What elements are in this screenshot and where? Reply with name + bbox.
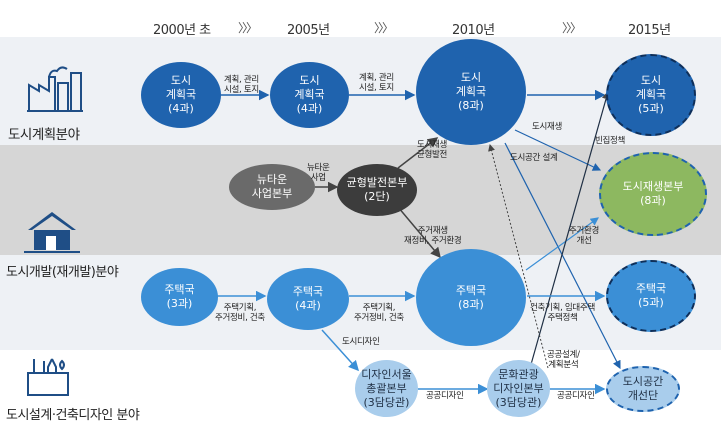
label-city-design: 도시디자인 [342, 337, 380, 347]
label-public-plan: 공공설계/계획분석 [547, 350, 580, 370]
factory-city-icon [27, 66, 83, 112]
node-culture-hq: 문화관광 디자인본부 (3담당관) [487, 360, 550, 417]
arrow-plan2010-urbanspace [504, 142, 621, 370]
label-housing-a: 주택기획, 주거정비, 건축 [215, 303, 265, 323]
node-housing2005: 주택국 (4과) [267, 268, 349, 330]
arrow-housing2010-regen [525, 217, 599, 271]
arrow-housing2005-design [321, 329, 360, 372]
node-housing2010: 주택국 (8과) [416, 249, 526, 346]
node-plan2010: 도시 계획국 (8과) [416, 39, 526, 145]
arrow-plan2010-regen [514, 129, 602, 171]
label-housing-env: 주거환경 개선 [569, 226, 600, 246]
field-label-planning: 도시계획분야 [8, 127, 80, 143]
node-regen2015: 도시재생본부 (8과) [599, 152, 707, 236]
separator-3: 〉〉〉 [562, 21, 582, 35]
field-label-design: 도시설계·건축디자인 분야 [6, 408, 140, 423]
label-regen-balance: 도시재생 균형발전 [417, 140, 448, 160]
arrow-culture-plan2015 [529, 90, 611, 369]
node-plan2015: 도시 계획국 (5과) [606, 54, 696, 136]
label-public-design-a: 공공디자인 [426, 391, 464, 401]
label-housing-regen: 주거재생 재정비, 주거환경 [404, 226, 462, 246]
label-plan-b: 계획, 관리 시설, 토지 [359, 73, 394, 93]
node-plan2005: 도시 계획국 (4과) [270, 62, 349, 128]
year-2015: 2015년 [628, 23, 671, 38]
arrow-balanced-plan2010 [397, 137, 439, 169]
house-icon [24, 212, 80, 253]
label-regen-to-2015: 도시재생 [532, 122, 563, 132]
node-design-hq: 디자인서울 총괄본부 (3담당관) [355, 360, 418, 417]
node-housing2000: 주택국 (3과) [141, 268, 218, 326]
field-label-development: 도시개발(재개발)분야 [6, 265, 119, 280]
node-urban-space: 도시공간 개선단 [606, 366, 680, 412]
separator-1: 〉〉〉 [238, 21, 258, 35]
separator-2: 〉〉〉 [374, 21, 394, 35]
label-public-design-b: 공공디자인 [557, 391, 595, 401]
design-tools-icon [27, 358, 69, 396]
housing-band [0, 255, 721, 350]
label-vacant-policy: 빈집정책 [595, 136, 626, 146]
node-balanced: 균형발전본부 (2단) [337, 164, 417, 216]
label-newtown-biz: 뉴타운 사업 [307, 163, 330, 183]
year-2000: 2000년 초 [153, 23, 211, 38]
arrow-balanced-housing2010 [397, 206, 441, 259]
label-plan-a: 계획, 관리 시설, 토지 [224, 75, 259, 95]
node-newtown: 뉴타운 사업본부 [229, 164, 315, 210]
node-plan2000: 도시 계획국 (4과) [141, 62, 221, 128]
label-construction: 건축기획, 임대주택 주택정책 [530, 303, 595, 323]
label-urban-space-design: 도시공간 설계 [510, 153, 558, 163]
node-housing2015: 주택국 (5과) [606, 260, 696, 332]
year-2005: 2005년 [287, 23, 330, 38]
arrow-culture-plan2010-dotted [488, 144, 549, 369]
label-housing-b: 주택기획, 주거정비, 건축 [354, 303, 404, 323]
year-2010: 2010년 [452, 23, 495, 38]
